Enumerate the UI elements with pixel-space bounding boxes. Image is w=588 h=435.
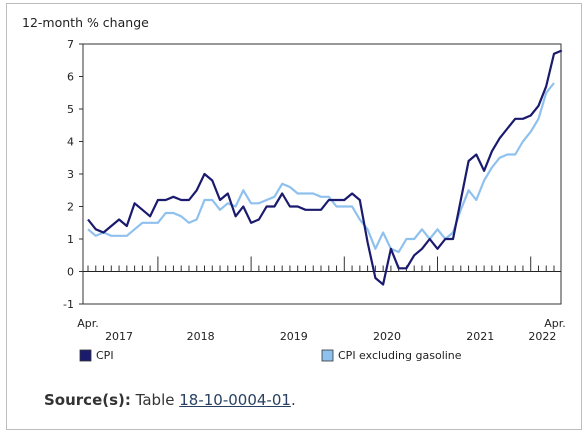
x-year-label: 2021 bbox=[466, 330, 494, 343]
y-tick-label: 3 bbox=[67, 168, 74, 181]
y-tick-label: 7 bbox=[67, 38, 74, 51]
x-start-month-label: Apr. bbox=[77, 317, 99, 330]
x-year-label: 2018 bbox=[187, 330, 215, 343]
y-tick-label: 5 bbox=[67, 103, 74, 116]
chart-frame: 12-month % change -1 0 1 2 3 4 5 6 7 2017 2018 2019… bbox=[6, 3, 582, 430]
series-line-cpi-excluding-gasoline bbox=[87, 82, 555, 254]
chart-svg: 12-month % change -1 0 1 2 3 4 5 6 7 2017 2018 2019… bbox=[22, 15, 566, 362]
x-year-label: 2022 bbox=[528, 330, 556, 343]
x-end-month-label: Apr. bbox=[544, 317, 566, 330]
legend-label: CPI excluding gasoline bbox=[338, 349, 462, 362]
plot-border bbox=[82, 43, 562, 305]
x-year-label: 2017 bbox=[105, 330, 133, 343]
legend-label: CPI bbox=[96, 349, 114, 362]
x-year-label: 2019 bbox=[280, 330, 308, 343]
y-tick-label: 2 bbox=[67, 201, 74, 214]
y-tick-label: 4 bbox=[67, 136, 74, 149]
y-tick-label: 0 bbox=[67, 266, 74, 279]
source-text: Table bbox=[135, 391, 175, 409]
source-trailing: . bbox=[290, 391, 296, 409]
x-year-label: 2020 bbox=[373, 330, 401, 343]
legend-swatch bbox=[79, 349, 92, 362]
y-tick-label: -1 bbox=[63, 298, 74, 311]
series-line-cpi bbox=[87, 49, 563, 286]
y-tick-label: 6 bbox=[67, 71, 74, 84]
source-line: Source(s): Table 18-10-0004-01. bbox=[44, 391, 296, 409]
y-axis-label: 12-month % change bbox=[22, 15, 149, 30]
source-table-link[interactable]: 18-10-0004-01 bbox=[179, 391, 291, 409]
y-tick-label: 1 bbox=[67, 233, 74, 246]
source-label: Source(s): bbox=[44, 391, 131, 409]
legend-swatch bbox=[321, 349, 334, 362]
